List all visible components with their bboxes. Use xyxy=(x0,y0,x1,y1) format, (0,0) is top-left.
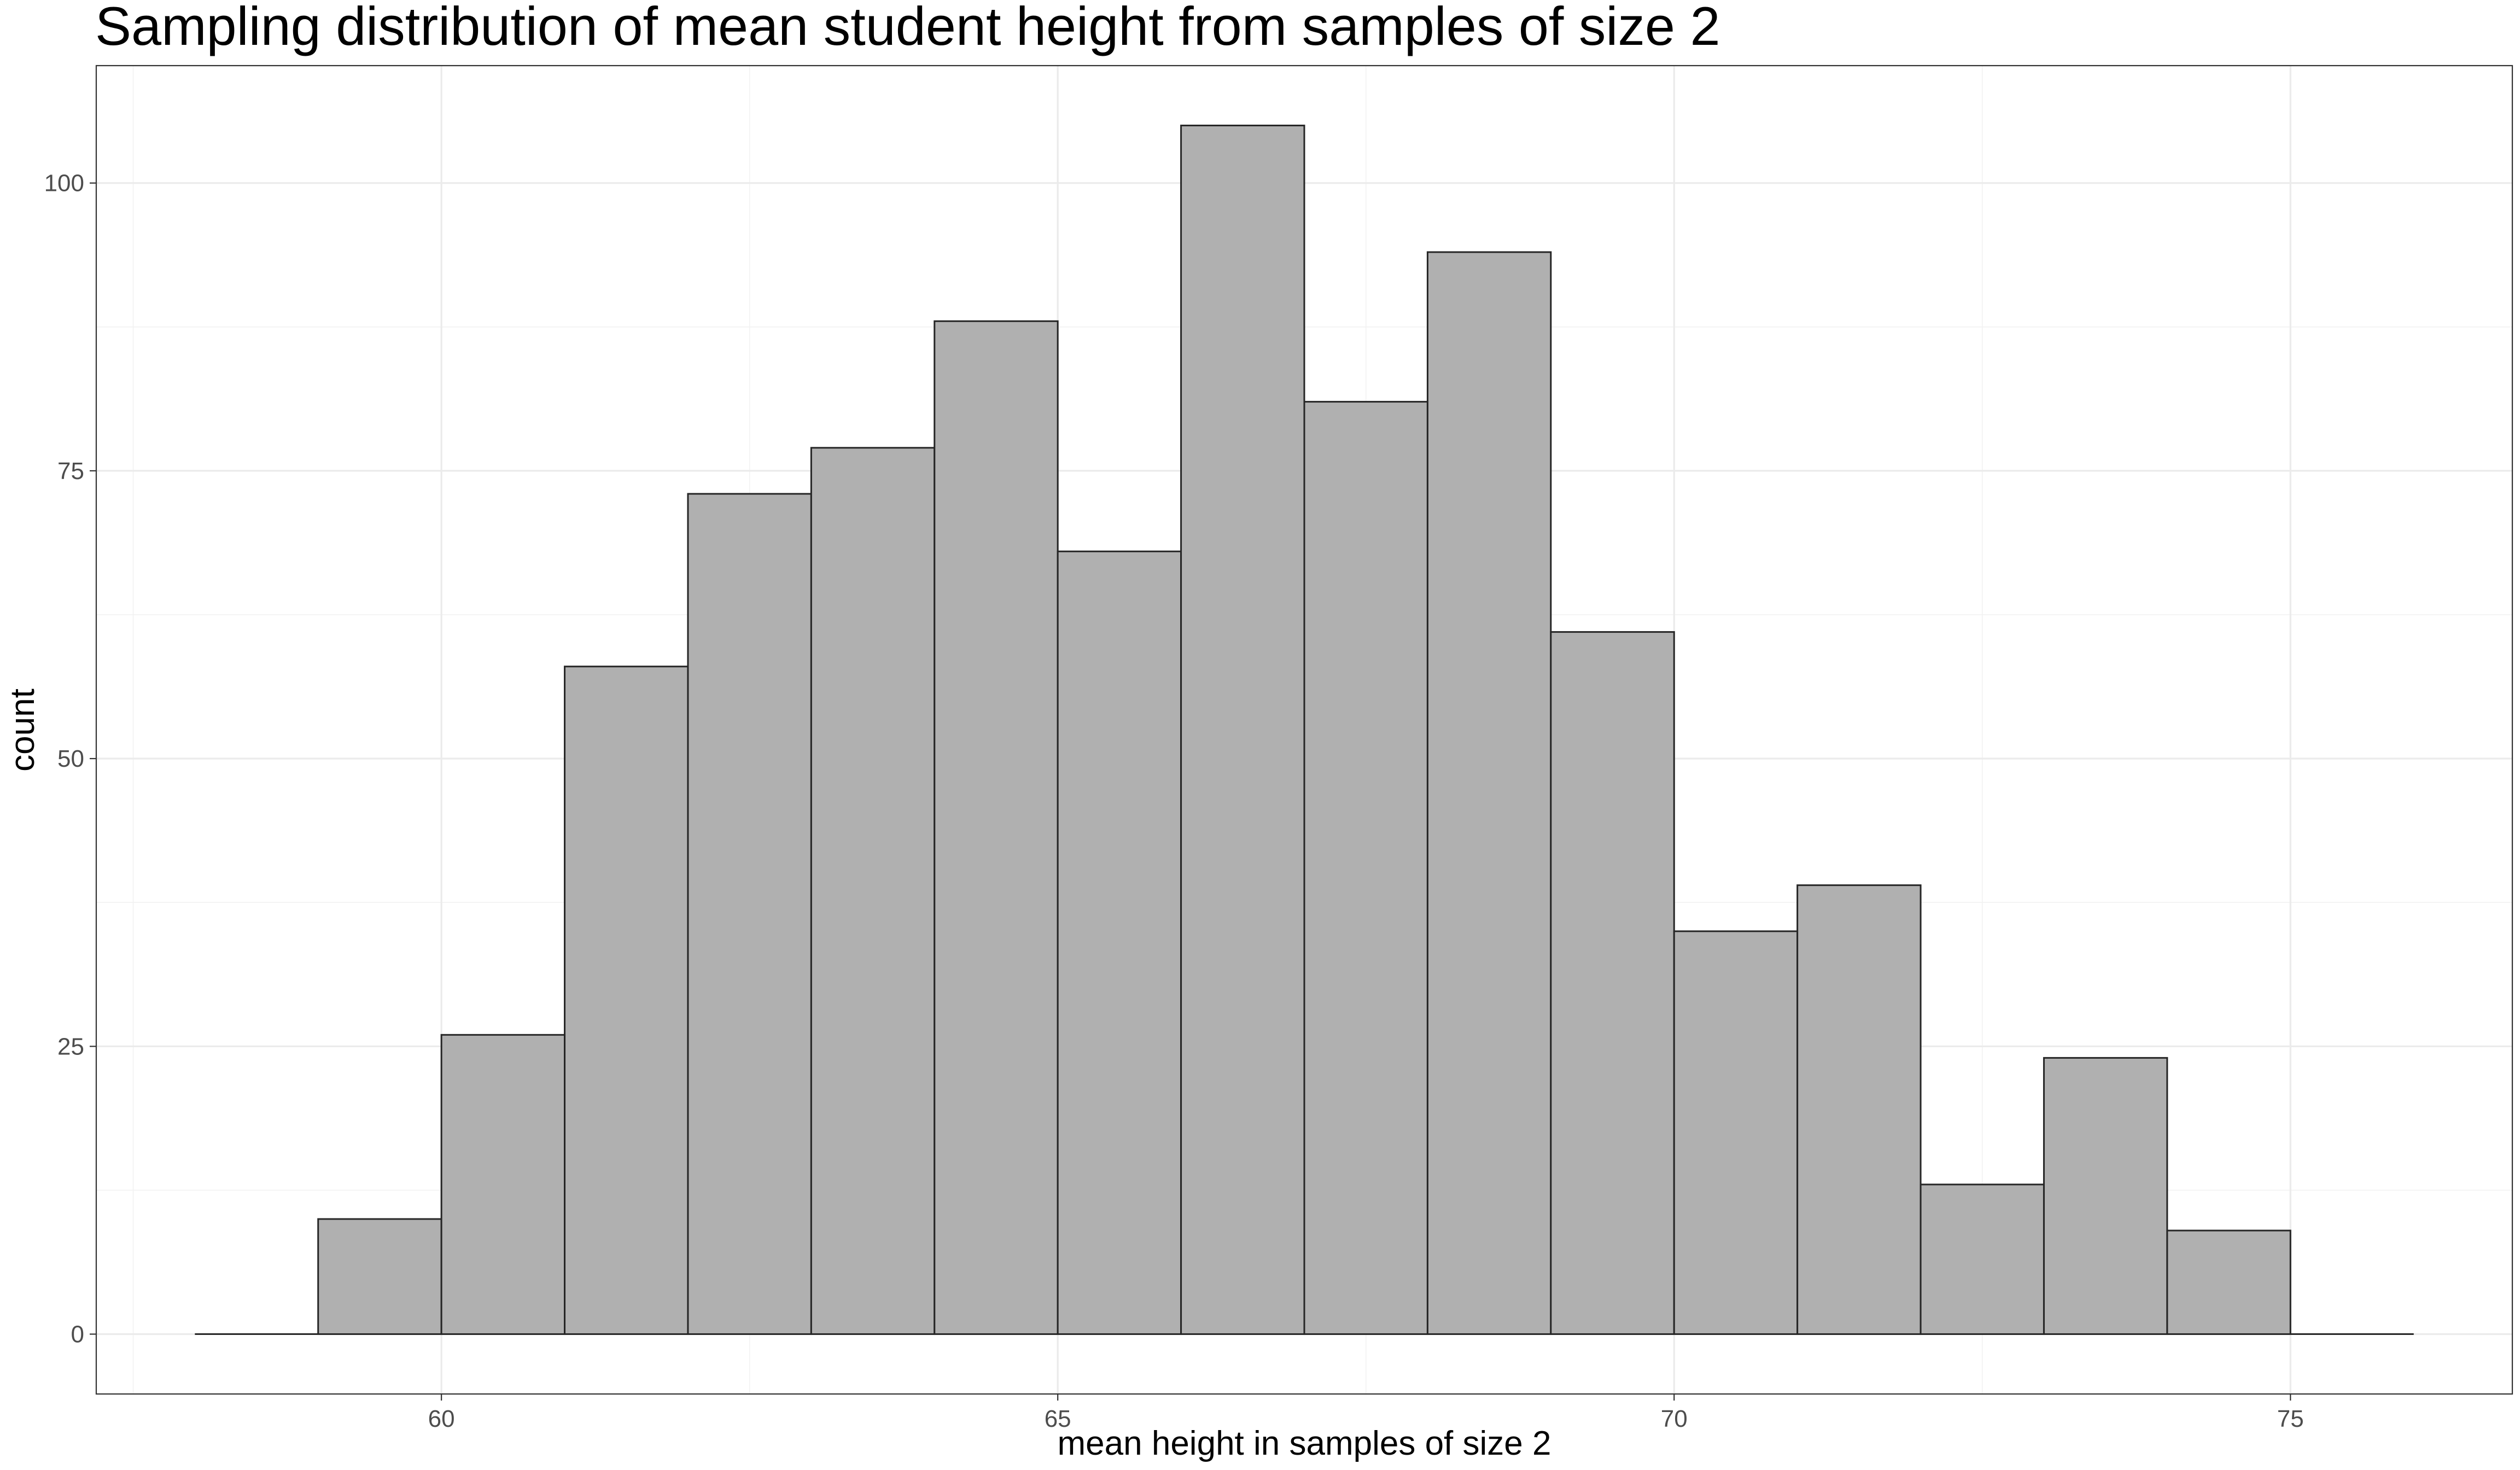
histogram-bar xyxy=(1303,401,1428,1335)
histogram-bar xyxy=(1180,124,1305,1335)
x-axis-ticks: 60 65 70 75 xyxy=(428,1394,2304,1432)
histogram-bar xyxy=(1057,550,1182,1335)
y-axis-title: count xyxy=(4,689,42,772)
x-tick-label: 60 xyxy=(428,1405,455,1432)
histogram-bar xyxy=(687,493,812,1335)
histogram-bar xyxy=(1920,1183,2045,1335)
histogram-bar xyxy=(810,447,936,1335)
x-axis-title: mean height in samples of size 2 xyxy=(1058,1425,1551,1462)
y-tick-label: 100 xyxy=(44,170,84,197)
y-axis-ticks: 0 25 50 75 100 xyxy=(44,170,96,1348)
histogram-bar xyxy=(1426,251,1552,1335)
histogram-bar xyxy=(317,1218,442,1335)
y-tick-label: 0 xyxy=(71,1321,84,1348)
y-tick-label: 50 xyxy=(57,745,84,772)
x-tick-label: 70 xyxy=(1661,1405,1688,1432)
histogram-bar xyxy=(1673,930,1799,1335)
histogram-bar xyxy=(564,666,689,1335)
histogram-bars xyxy=(195,124,2414,1335)
histogram-bar xyxy=(1796,884,1922,1335)
histogram-bar xyxy=(934,320,1059,1335)
histogram-bar xyxy=(440,1034,566,1335)
histogram-bar xyxy=(2043,1057,2168,1335)
x-tick-label: 75 xyxy=(2277,1405,2304,1432)
y-tick-label: 25 xyxy=(57,1033,84,1060)
histogram-bar xyxy=(2166,1229,2291,1335)
x-tick-label: 65 xyxy=(1045,1405,1071,1432)
histogram-bar xyxy=(1550,631,1675,1335)
y-tick-label: 75 xyxy=(57,458,84,485)
chart-title: Sampling distribution of mean student he… xyxy=(95,0,1720,56)
plot-panel-border xyxy=(95,65,2513,1395)
